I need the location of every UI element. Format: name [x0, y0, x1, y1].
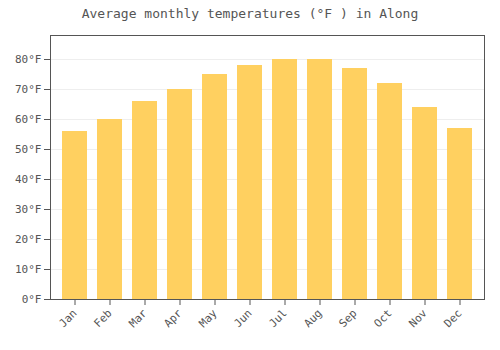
svg-text:Jun: Jun [231, 307, 254, 330]
svg-text:Nov: Nov [406, 306, 430, 330]
svg-text:40°F: 40°F [15, 173, 42, 186]
svg-text:30°F: 30°F [15, 203, 42, 216]
svg-text:May: May [196, 306, 220, 330]
svg-text:70°F: 70°F [15, 83, 42, 96]
svg-text:10°F: 10°F [15, 263, 42, 276]
svg-text:Aug: Aug [301, 307, 324, 330]
svg-text:Feb: Feb [91, 307, 114, 330]
svg-text:Apr: Apr [161, 306, 185, 330]
svg-text:Oct: Oct [371, 307, 394, 330]
svg-text:50°F: 50°F [15, 143, 42, 156]
svg-text:Dec: Dec [441, 307, 464, 330]
svg-text:80°F: 80°F [15, 53, 42, 66]
svg-text:Jul: Jul [266, 307, 289, 330]
svg-text:Jan: Jan [56, 307, 79, 330]
svg-text:Mar: Mar [126, 306, 150, 330]
html-text:Average monthly temperatures (: Average monthly temperatures (°F ) in Al… [81, 6, 419, 21]
svg-text:0°F: 0°F [22, 293, 42, 306]
svg-text:Sep: Sep [336, 307, 359, 330]
svg-text:60°F: 60°F [15, 113, 42, 126]
svg-text:20°F: 20°F [15, 233, 42, 246]
